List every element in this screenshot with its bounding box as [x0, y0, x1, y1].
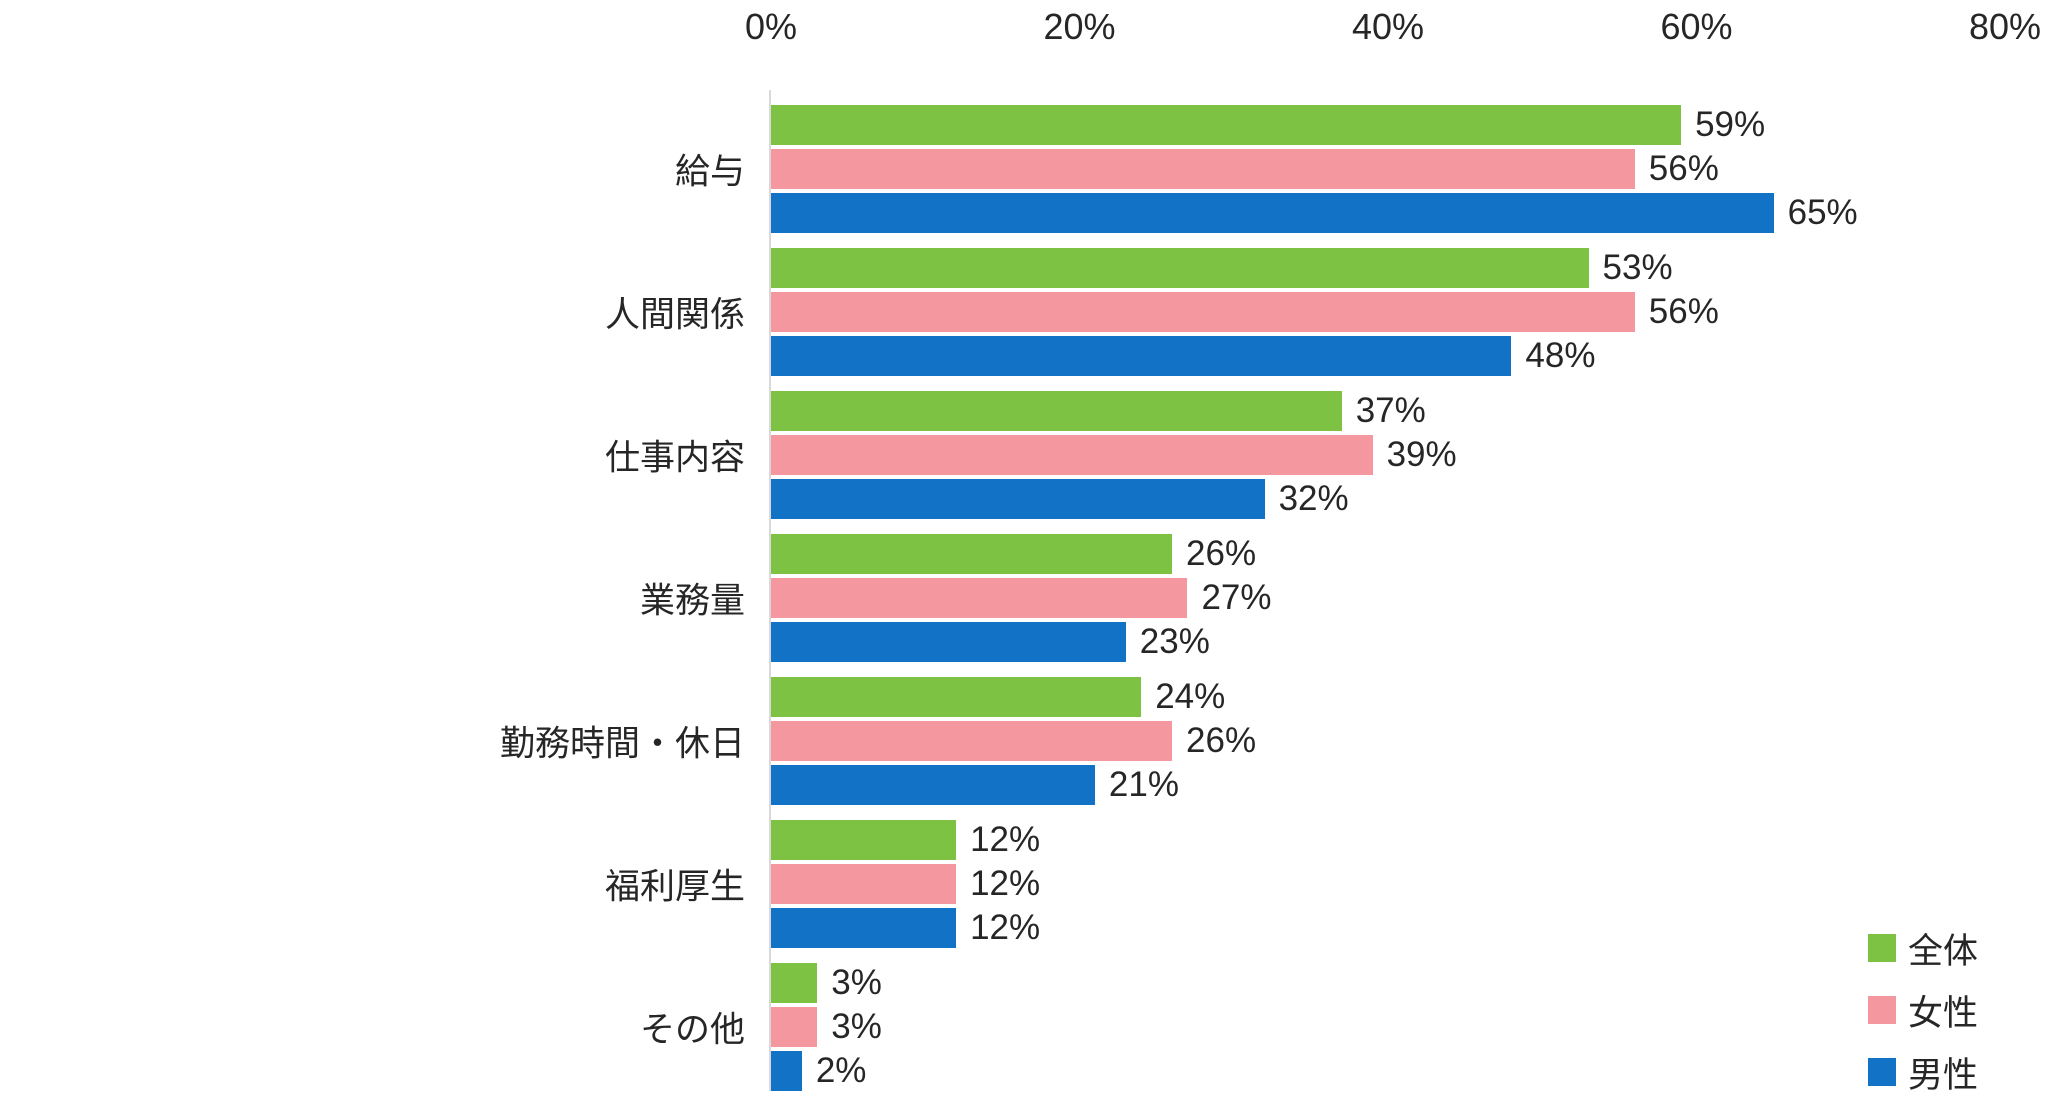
- legend: 全体 女性 男性: [1868, 926, 1978, 1097]
- bar: [771, 1007, 818, 1047]
- bar-value-label: 26%: [1186, 534, 1257, 573]
- bar-value-label: 27%: [1201, 578, 1272, 617]
- bar: [771, 864, 957, 904]
- legend-item: 男性: [1868, 1050, 1979, 1095]
- y-axis-line: [769, 90, 771, 1091]
- category-label: 給与: [674, 152, 745, 192]
- bar: [771, 336, 1512, 376]
- bar: [771, 534, 1173, 574]
- bar: [771, 292, 1635, 332]
- bar: [771, 677, 1142, 717]
- legend-swatch: [1868, 1058, 1896, 1086]
- bar: [771, 908, 957, 948]
- bar: [771, 435, 1373, 475]
- legend-swatch: [1868, 934, 1896, 962]
- bar-value-label: 39%: [1386, 435, 1457, 474]
- bar: [771, 391, 1342, 431]
- bar: [771, 479, 1265, 519]
- bar-value-label: 26%: [1186, 721, 1257, 760]
- x-tick-label: 40%: [1351, 6, 1425, 47]
- bar-value-label: 3%: [831, 963, 882, 1002]
- bar: [771, 149, 1635, 189]
- x-tick-label: 60%: [1660, 6, 1733, 47]
- bar-value-label: 12%: [970, 864, 1041, 903]
- bar: [771, 193, 1774, 233]
- bar: [771, 721, 1173, 761]
- category-label: その他: [639, 1010, 745, 1050]
- bar-value-label: 12%: [970, 908, 1041, 947]
- x-tick-label: 80%: [1968, 6, 2042, 47]
- bar-value-label: 48%: [1525, 336, 1596, 375]
- bar: [771, 248, 1589, 288]
- bar-value-label: 59%: [1695, 105, 1766, 144]
- bar-value-label: 37%: [1355, 391, 1426, 430]
- category-label: 業務量: [639, 581, 745, 621]
- x-tick-label: 0%: [744, 6, 798, 47]
- bar: [771, 820, 957, 860]
- category-label: 勤務時間・休日: [499, 724, 745, 764]
- bar: [771, 963, 818, 1003]
- category-label: 人間関係: [604, 295, 745, 335]
- bar-value-label: 21%: [1108, 765, 1179, 804]
- legend-item: 全体: [1868, 926, 1978, 971]
- bar: [771, 578, 1188, 618]
- bar: [771, 622, 1126, 662]
- bar: [771, 765, 1095, 805]
- bar-value-label: 32%: [1278, 479, 1349, 518]
- x-tick-label: 20%: [1043, 6, 1116, 47]
- bar-value-label: 56%: [1648, 292, 1719, 331]
- bar-value-label: 12%: [970, 820, 1041, 859]
- bar: [771, 1051, 802, 1091]
- bar-value-label: 3%: [831, 1007, 882, 1046]
- bar-value-label: 23%: [1139, 622, 1210, 661]
- legend-label: 男性: [1908, 1055, 1979, 1095]
- bar-value-label: 56%: [1648, 149, 1719, 188]
- legend-label: 女性: [1908, 993, 1979, 1033]
- bar-value-label: 2%: [815, 1051, 867, 1090]
- category-label: 福利厚生: [604, 867, 745, 907]
- bar-value-label: 24%: [1155, 677, 1226, 716]
- bar-value-label: 53%: [1602, 248, 1673, 287]
- bar-value-label: 65%: [1787, 193, 1858, 232]
- legend-label: 全体: [1908, 931, 1979, 971]
- bar: [771, 105, 1682, 145]
- legend-swatch: [1868, 996, 1896, 1024]
- legend-item: 女性: [1868, 988, 1978, 1033]
- category-label: 仕事内容: [604, 438, 745, 478]
